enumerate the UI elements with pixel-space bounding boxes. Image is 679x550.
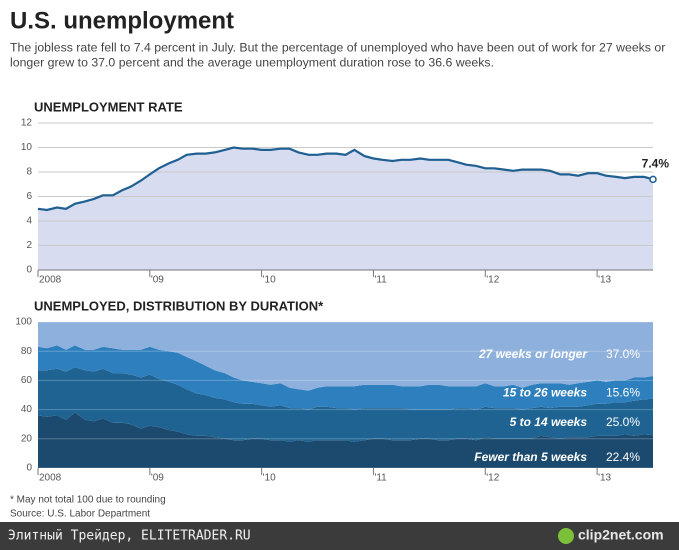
legend-label: 15 to 26 weeks	[503, 386, 587, 400]
subtitle: longer grew to 37.0 percent and the aver…	[10, 55, 494, 69]
y-tick-label: 2	[26, 240, 32, 251]
y-tick-label: 80	[21, 346, 33, 357]
end-point	[649, 175, 657, 184]
y-tick-label: 4	[26, 216, 32, 227]
x-tick-label: '13	[598, 275, 611, 286]
logo-text: clip2net.com	[578, 527, 664, 543]
x-tick-label: '12	[486, 275, 499, 286]
y-tick-label: 100	[15, 317, 32, 328]
x-tick-label: '10	[263, 275, 276, 286]
y-tick-label: 60	[21, 375, 33, 386]
x-tick-label: 2008	[39, 275, 62, 286]
value-label: 22.4%	[606, 450, 640, 464]
x-tick-label: '09	[151, 473, 164, 484]
legend-label: Fewer than 5 weeks	[474, 450, 587, 464]
value-label: 15.6%	[606, 386, 640, 400]
y-tick-label: 12	[21, 118, 33, 129]
legend-label: 27 weeks or longer	[478, 347, 588, 361]
area	[38, 322, 653, 391]
y-tick-label: 6	[26, 191, 32, 202]
y-tick-label: 10	[21, 142, 33, 153]
logo-icon	[558, 528, 574, 544]
area	[38, 412, 653, 468]
watermark-text: Элитный Трейдер, ELITETRADER.RU	[8, 529, 251, 544]
x-tick-label: '11	[374, 275, 387, 286]
line	[37, 146, 654, 212]
chart-title: UNEMPLOYMENT RATE	[34, 99, 183, 114]
chart-title: UNEMPLOYED, DISTRIBUTION BY DURATION*	[34, 298, 324, 313]
y-tick-label: 0	[26, 463, 32, 474]
x-tick-label: '10	[263, 473, 276, 484]
subtitle: The jobless rate fell to 7.4 percent in …	[10, 40, 665, 54]
x-tick-label: '09	[151, 275, 164, 286]
y-tick-label: 8	[26, 167, 32, 178]
area	[38, 147, 653, 270]
annotation: 7.4%	[642, 157, 670, 171]
area	[38, 367, 653, 442]
legend-label: 5 to 14 weeks	[510, 415, 588, 429]
y-tick-label: 0	[26, 265, 32, 276]
source: Source: U.S. Labor Department	[10, 509, 150, 520]
value-label: 25.0%	[606, 415, 640, 429]
value-label: 37.0%	[606, 347, 640, 361]
page-title: U.S. unemployment	[10, 7, 234, 34]
x-tick-label: 2008	[39, 473, 62, 484]
x-tick-label: '12	[486, 473, 499, 484]
y-tick-label: 40	[21, 404, 33, 415]
area	[38, 345, 653, 410]
y-tick-label: 20	[21, 433, 33, 444]
note: * May not total 100 due to rounding	[10, 495, 166, 506]
x-tick-label: '11	[374, 473, 387, 484]
x-tick-label: '13	[598, 473, 611, 484]
